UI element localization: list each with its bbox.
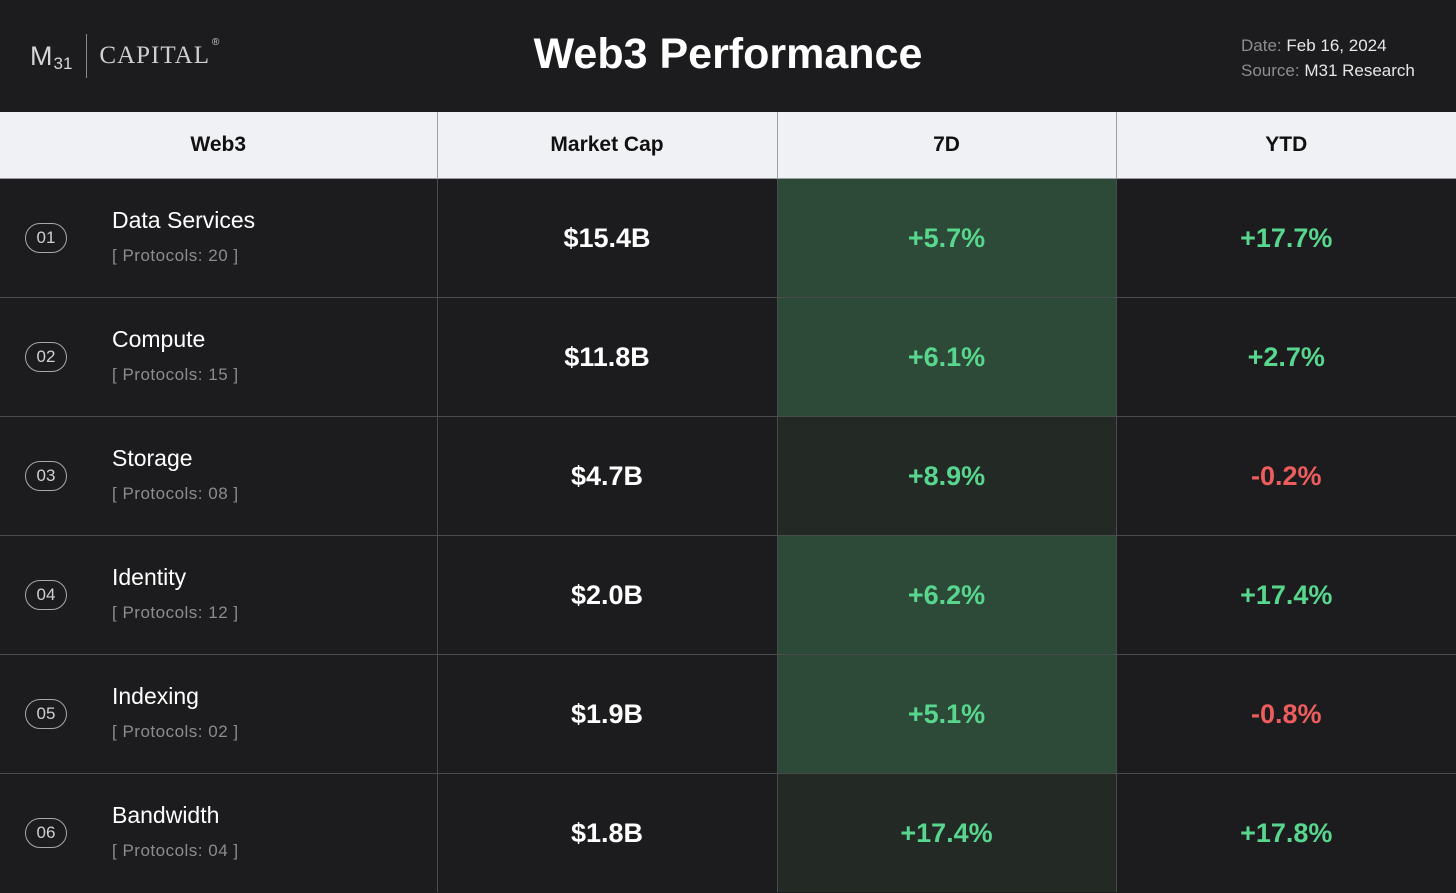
source-key: Source: (1241, 61, 1300, 80)
date-value: Feb 16, 2024 (1286, 36, 1387, 55)
sector-name: Compute (112, 326, 206, 352)
sector-cell: 04 Identity [ Protocols: 12 ] (0, 535, 438, 655)
change-7d-value: +5.1% (777, 654, 1117, 774)
table-row: 02 Compute [ Protocols: 15 ] $11.8B +6.1% +2.… (0, 297, 1456, 417)
protocol-count: [ Protocols: 20 ] (112, 246, 239, 265)
table-header-row: Web3 Market Cap 7D YTD (0, 112, 1456, 179)
rank-badge: 01 (25, 223, 67, 253)
change-7d-value: +6.2% (777, 535, 1117, 655)
rank-badge: 04 (25, 580, 67, 610)
change-7d-value: +5.7% (777, 178, 1117, 298)
change-ytd-value: -0.8% (1116, 654, 1456, 774)
protocol-count: [ Protocols: 02 ] (112, 722, 239, 741)
logo-capital: CAPITAL (99, 42, 210, 69)
table-row: 03 Storage [ Protocols: 08 ] $4.7B +8.9% -0.2… (0, 416, 1456, 536)
page-title: Web3 Performance (533, 30, 923, 78)
column-header-ytd: YTD (1116, 112, 1456, 179)
change-7d-value: +17.4% (777, 773, 1117, 892)
header-bar: M 31 CAPITAL ® Web3 Performance Date: Fe… (0, 0, 1456, 112)
sector-cell: 01 Data Services [ Protocols: 20 ] (0, 178, 438, 298)
market-cap-value: $4.7B (437, 416, 778, 536)
sector-cell: 06 Bandwidth [ Protocols: 04 ] (0, 773, 438, 892)
sector-name: Storage (112, 445, 193, 471)
sector-name: Identity (112, 564, 187, 590)
logo-divider (86, 34, 88, 78)
rank-badge: 06 (25, 818, 67, 848)
change-ytd-value: +2.7% (1116, 297, 1456, 417)
table-row: 04 Identity [ Protocols: 12 ] $2.0B +6.2% +17… (0, 535, 1456, 655)
sector-cell: 03 Storage [ Protocols: 08 ] (0, 416, 438, 536)
rank-badge: 02 (25, 342, 67, 372)
table-row: 01 Data Services [ Protocols: 20 ] $15.4B +5… (0, 178, 1456, 298)
sector-name: Data Services (112, 207, 256, 233)
market-cap-value: $1.9B (437, 654, 778, 774)
market-cap-value: $15.4B (437, 178, 778, 298)
change-7d-value: +6.1% (777, 297, 1117, 417)
sector-name: Bandwidth (112, 802, 220, 828)
protocol-count: [ Protocols: 15 ] (112, 365, 239, 384)
change-ytd-value: -0.2% (1116, 416, 1456, 536)
change-ytd-value: +17.8% (1240, 817, 1333, 848)
performance-table: Web3 Market Cap 7D YTD 01 Data Services [ … (0, 112, 1456, 892)
source-value: M31 Research (1304, 61, 1415, 80)
market-cap-value: $2.0B (437, 535, 778, 655)
column-header-market-cap: Market Cap (437, 112, 778, 179)
market-cap-value: $1.8B (437, 773, 778, 892)
change-ytd-value: +17.4% (1116, 535, 1456, 655)
protocol-count: [ Protocols: 08 ] (112, 484, 239, 503)
sector-cell: 05 Indexing [ Protocols: 02 ] (0, 654, 438, 774)
date-key: Date: (1241, 36, 1282, 55)
rank-badge: 05 (25, 699, 67, 729)
protocol-count: [ Protocols: 12 ] (112, 603, 239, 622)
meta-info: Date: Feb 16, 2024 Source: M31 Research (1241, 33, 1415, 83)
column-header-7d: 7D (777, 112, 1117, 179)
sector-name: Indexing (112, 683, 199, 709)
logo-31: 31 (53, 54, 73, 73)
rank-badge: 03 (25, 461, 67, 491)
change-7d-value: +8.9% (777, 416, 1117, 536)
source-line: Source: M31 Research (1241, 58, 1415, 83)
table-row: 05 Indexing [ Protocols: 02 ] $1.9B +5.1% -0.… (0, 654, 1456, 774)
m31-capital-logo: M 31 CAPITAL ® (30, 34, 219, 78)
market-cap-value: $11.8B (437, 297, 778, 417)
protocol-count: [ Protocols: 04 ] (112, 841, 239, 860)
change-ytd-value: +17.7% (1116, 178, 1456, 298)
column-header-web3: Web3 (0, 112, 438, 179)
registered-mark: ® (211, 36, 220, 48)
table-row: 06 Bandwidth [ Protocols: 04 ] $1.8B +17.4% +… (0, 773, 1456, 892)
sector-cell: 02 Compute [ Protocols: 15 ] (0, 297, 438, 417)
logo-m: M (30, 40, 53, 71)
date-line: Date: Feb 16, 2024 (1241, 33, 1415, 58)
